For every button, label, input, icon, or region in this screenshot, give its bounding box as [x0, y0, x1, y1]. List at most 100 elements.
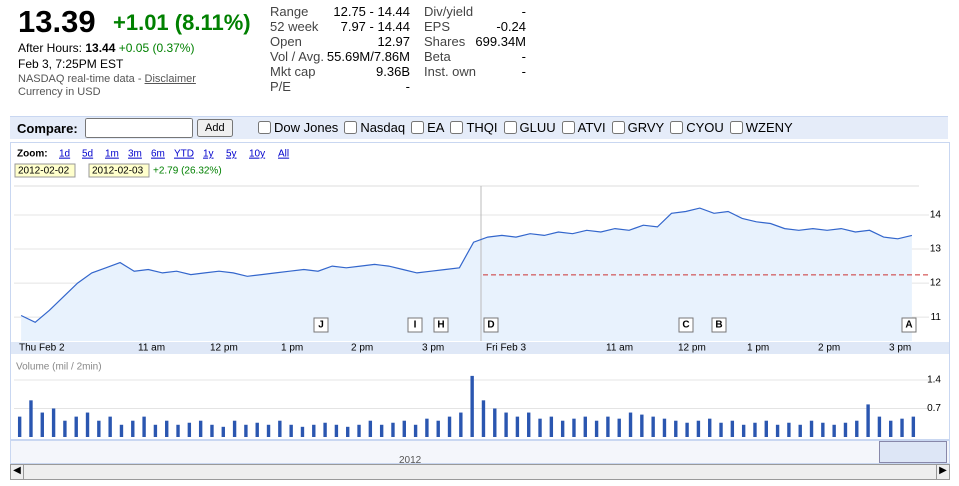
volume-bar: [538, 418, 542, 437]
checkbox[interactable]: [670, 121, 684, 134]
time-axis: [11, 342, 949, 354]
volume-bar: [85, 412, 90, 437]
volume-bar: [74, 416, 78, 437]
volume-bar: [821, 422, 825, 437]
volume-bar: [266, 424, 271, 437]
stat-value: 12.75 - 14.44: [333, 4, 410, 19]
event-flag[interactable]: [483, 317, 499, 333]
zoom-link[interactable]: All: [278, 149, 289, 160]
volume-bar: [210, 424, 214, 437]
y-tick-label: 0.7: [927, 403, 941, 414]
compare-option[interactable]: THQI: [450, 120, 498, 135]
stat-label: Mkt cap: [270, 64, 316, 79]
stat-value: -: [405, 79, 410, 94]
stat-label: Div/yield: [424, 4, 474, 19]
disclaimer-link[interactable]: Disclaimer: [144, 73, 196, 85]
checkbox[interactable]: [344, 121, 358, 134]
event-flag[interactable]: [313, 317, 329, 333]
volume-bar: [708, 418, 712, 437]
volume-bar: [662, 418, 667, 437]
event-flag[interactable]: [433, 317, 449, 333]
compare-option[interactable]: WZENY: [729, 120, 793, 135]
volume-bar: [470, 375, 474, 437]
volume-bar: [674, 420, 678, 437]
volume-bar: [889, 420, 893, 437]
scroll-right[interactable]: ▶: [936, 465, 949, 479]
volume-bar: [843, 422, 848, 437]
volume-bar: [165, 420, 169, 437]
compare-option[interactable]: Dow Jones: [258, 120, 338, 135]
zoom-link[interactable]: 1m: [105, 149, 119, 160]
nav-window[interactable]: [879, 441, 947, 463]
zoom-link[interactable]: 3m: [128, 149, 142, 160]
time: Feb 3, 7:25PM EST: [18, 57, 124, 71]
volume-bar: [696, 420, 701, 437]
volume-bar: [787, 422, 791, 437]
y-tick-label: 1.4: [927, 375, 941, 386]
stat-label: EPS: [424, 19, 451, 34]
price-area: [21, 208, 912, 341]
volume-bar: [809, 420, 814, 437]
volume-bar: [640, 414, 644, 437]
stat-label: 52 week: [270, 19, 319, 34]
volume-bar: [877, 416, 882, 437]
stat-value: 9.36B: [376, 64, 410, 79]
x-tick-label: Fri Feb 3: [486, 343, 526, 354]
event-flag[interactable]: [678, 317, 694, 333]
compare-input[interactable]: [85, 118, 193, 138]
compare-option[interactable]: Nasdaq: [344, 120, 405, 135]
volume-bar: [515, 416, 520, 437]
event-flag[interactable]: [711, 317, 727, 333]
compare-option[interactable]: CYOU: [670, 120, 724, 135]
stat-label: Vol / Avg.: [270, 49, 324, 64]
event-flag[interactable]: [407, 317, 423, 333]
checkbox[interactable]: [411, 121, 425, 134]
checkbox[interactable]: [258, 121, 271, 134]
x-tick-label: 3 pm: [889, 343, 911, 354]
volume-bar: [244, 424, 248, 437]
volume-bar: [741, 424, 746, 437]
x-tick-label: 1 pm: [281, 343, 303, 354]
event-flag[interactable]: [901, 317, 917, 333]
checkbox[interactable]: [450, 121, 464, 134]
volume-bar: [40, 412, 44, 437]
zoom-link[interactable]: 6m: [151, 149, 165, 160]
checkbox[interactable]: [729, 121, 743, 134]
zoom-link[interactable]: 5d: [82, 149, 93, 160]
y-tick-label: 13: [930, 244, 942, 255]
volume-bar: [97, 420, 101, 437]
volume-bar: [221, 426, 225, 437]
zoom-link[interactable]: 10y: [249, 149, 265, 160]
event-label: J: [318, 320, 324, 331]
checkbox[interactable]: [561, 121, 575, 134]
volume-bar: [764, 420, 768, 437]
zoom-link[interactable]: 5y: [226, 149, 237, 160]
add-button[interactable]: Add: [197, 119, 233, 137]
option-label: Nasdaq: [360, 120, 406, 135]
volume-bar: [289, 424, 293, 437]
option-label: CYOU: [686, 120, 724, 135]
volume-bar: [187, 422, 192, 437]
zoom-link[interactable]: 1d: [59, 149, 70, 160]
volume-bar: [368, 420, 373, 437]
x-tick-label: Thu Feb 2: [19, 343, 65, 354]
checkbox[interactable]: [503, 121, 517, 134]
volume-bar: [255, 422, 259, 437]
checkbox[interactable]: [611, 121, 625, 134]
compare-option[interactable]: GRVY: [611, 120, 664, 135]
compare-label: Compare:: [17, 121, 78, 136]
zoom-link[interactable]: YTD: [174, 149, 194, 160]
volume-bar: [63, 420, 67, 437]
stat-label: P/E: [270, 79, 291, 94]
label: After Hours:: [18, 41, 83, 55]
compare-option[interactable]: GLUU: [503, 120, 556, 135]
compare-option[interactable]: EA: [411, 120, 444, 135]
scroll-left[interactable]: ◀: [11, 465, 24, 479]
compare-option[interactable]: ATVI: [561, 120, 606, 135]
zoom-link[interactable]: 1y: [203, 149, 214, 160]
volume-bar: [798, 424, 802, 437]
date-from: 2012-02-02: [18, 166, 70, 177]
volume-bar: [572, 418, 576, 437]
scrollbar[interactable]: ◀ ▶: [10, 464, 950, 480]
event-label: D: [487, 320, 494, 331]
